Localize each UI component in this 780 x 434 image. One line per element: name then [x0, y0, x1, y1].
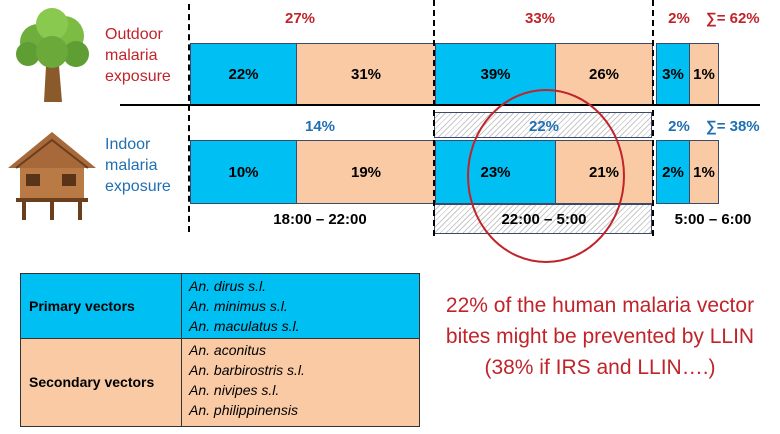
outdoor-morning-primary: 3% [656, 43, 690, 105]
outdoor-label: Outdoor malaria exposure [105, 26, 171, 85]
secondary-vectors-label: Secondary vectors [29, 374, 155, 390]
outdoor-sum: ∑= 62% [706, 10, 760, 27]
outdoor-total-night: 33% [524, 10, 556, 27]
table-column-divider [181, 274, 182, 426]
outdoor-total-morning: 2% [668, 10, 690, 27]
divider-morning-start [652, 0, 654, 236]
indoor-total-night: 22% [528, 118, 560, 135]
primary-species-list: An. dirus s.l. An. minimus s.l. An. macu… [189, 276, 300, 336]
divider-evening-start [188, 4, 190, 232]
outdoor-total-evening: 27% [284, 10, 316, 27]
divider-night-start [433, 0, 435, 236]
secondary-vectors-row [21, 339, 419, 426]
indoor-sum: ∑= 38% [706, 118, 760, 135]
species-item: An. aconitus [189, 342, 267, 358]
indoor-total-evening: 14% [304, 118, 336, 135]
outdoor-evening-secondary: 31% [296, 43, 436, 105]
indoor-night-primary: 23% [435, 140, 556, 204]
outdoor-evening-primary: 22% [190, 43, 297, 105]
highlight-circle [467, 89, 625, 263]
species-item: An. barbirostris s.l. [189, 362, 305, 378]
vector-table: Primary vectors An. dirus s.l. An. minim… [20, 273, 420, 427]
species-item: An. nivipes s.l. [189, 382, 280, 398]
secondary-species-list: An. aconitus An. barbirostris s.l. An. n… [189, 340, 305, 420]
primary-vectors-row [21, 274, 419, 339]
species-item: An. maculatus s.l. [189, 318, 300, 334]
time-label-night: 22:00 – 5:00 [501, 211, 587, 228]
time-label-evening: 18:00 – 22:00 [273, 211, 367, 228]
species-item: An. minimus s.l. [189, 298, 288, 314]
species-item: An. philippinensis [189, 402, 298, 418]
species-item: An. dirus s.l. [189, 278, 267, 294]
indoor-label: Indoor malaria exposure [105, 136, 171, 195]
llin-note: 22% of the human malaria vector bites mi… [445, 294, 755, 379]
indoor-morning-secondary: 1% [689, 140, 719, 204]
indoor-night-secondary: 21% [555, 140, 653, 204]
indoor-total-morning: 2% [668, 118, 690, 135]
time-label-morning: 5:00 – 6:00 [674, 211, 752, 228]
indoor-morning-primary: 2% [656, 140, 690, 204]
indoor-evening-primary: 10% [190, 140, 297, 204]
row-divider [120, 104, 760, 106]
primary-vectors-label: Primary vectors [29, 298, 135, 314]
night-hatch-time [434, 204, 652, 234]
tree-icon [16, 8, 89, 102]
hut-icon [8, 132, 96, 220]
indoor-evening-secondary: 19% [296, 140, 436, 204]
outdoor-morning-secondary: 1% [689, 43, 719, 105]
